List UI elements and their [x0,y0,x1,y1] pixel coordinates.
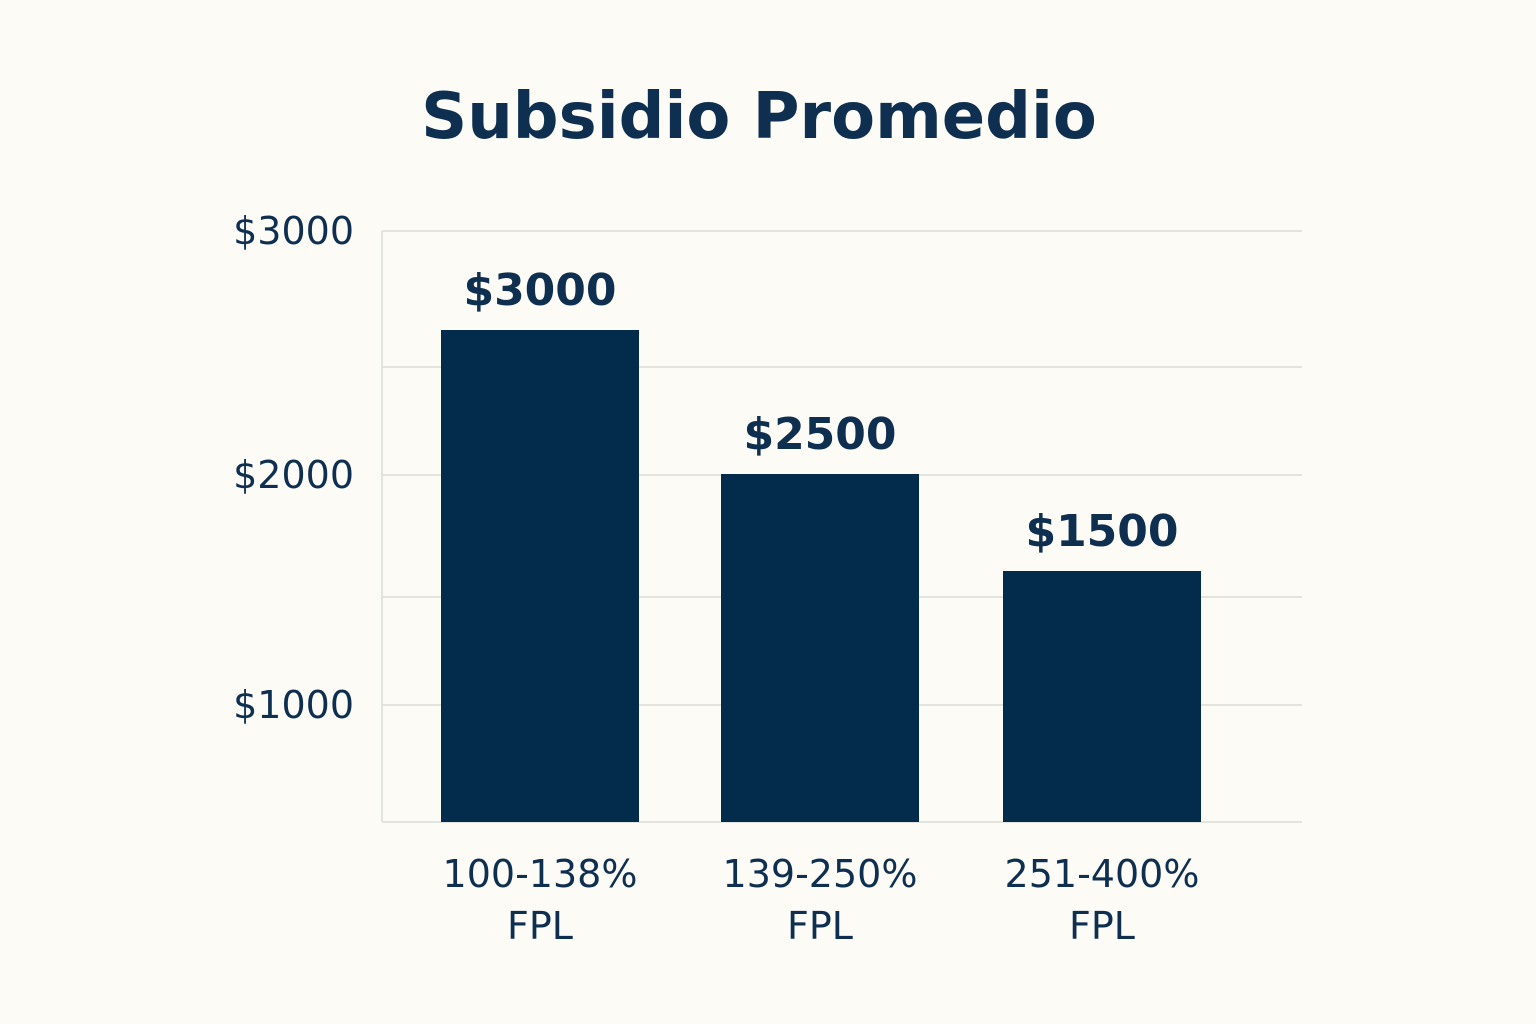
category-label: 139-250% [723,852,918,896]
bar [721,474,919,822]
x-axis-category-labels: 100-138% FPL 139-250% FPL 251-400% FPL [443,852,1200,948]
y-tick-label: $1000 [233,683,354,727]
category-label: FPL [787,904,853,948]
bar-value-label: $3000 [463,265,616,316]
bars [441,330,1201,822]
bar-value-label: $2500 [743,409,896,460]
bar-value-labels: $3000 $2500 $1500 [463,265,1178,557]
y-tick-label: $3000 [233,209,354,253]
category-label: 100-138% [443,852,638,896]
bar [1003,571,1201,822]
category-label: 251-400% [1005,852,1200,896]
y-axis-tick-labels: $1000 $2000 $3000 [233,209,354,727]
bar-value-label: $1500 [1025,506,1178,557]
category-label: FPL [507,904,573,948]
bar [441,330,639,822]
y-tick-label: $2000 [233,453,354,497]
chart-title: Subsidio Promedio [421,80,1097,154]
category-label: FPL [1069,904,1135,948]
